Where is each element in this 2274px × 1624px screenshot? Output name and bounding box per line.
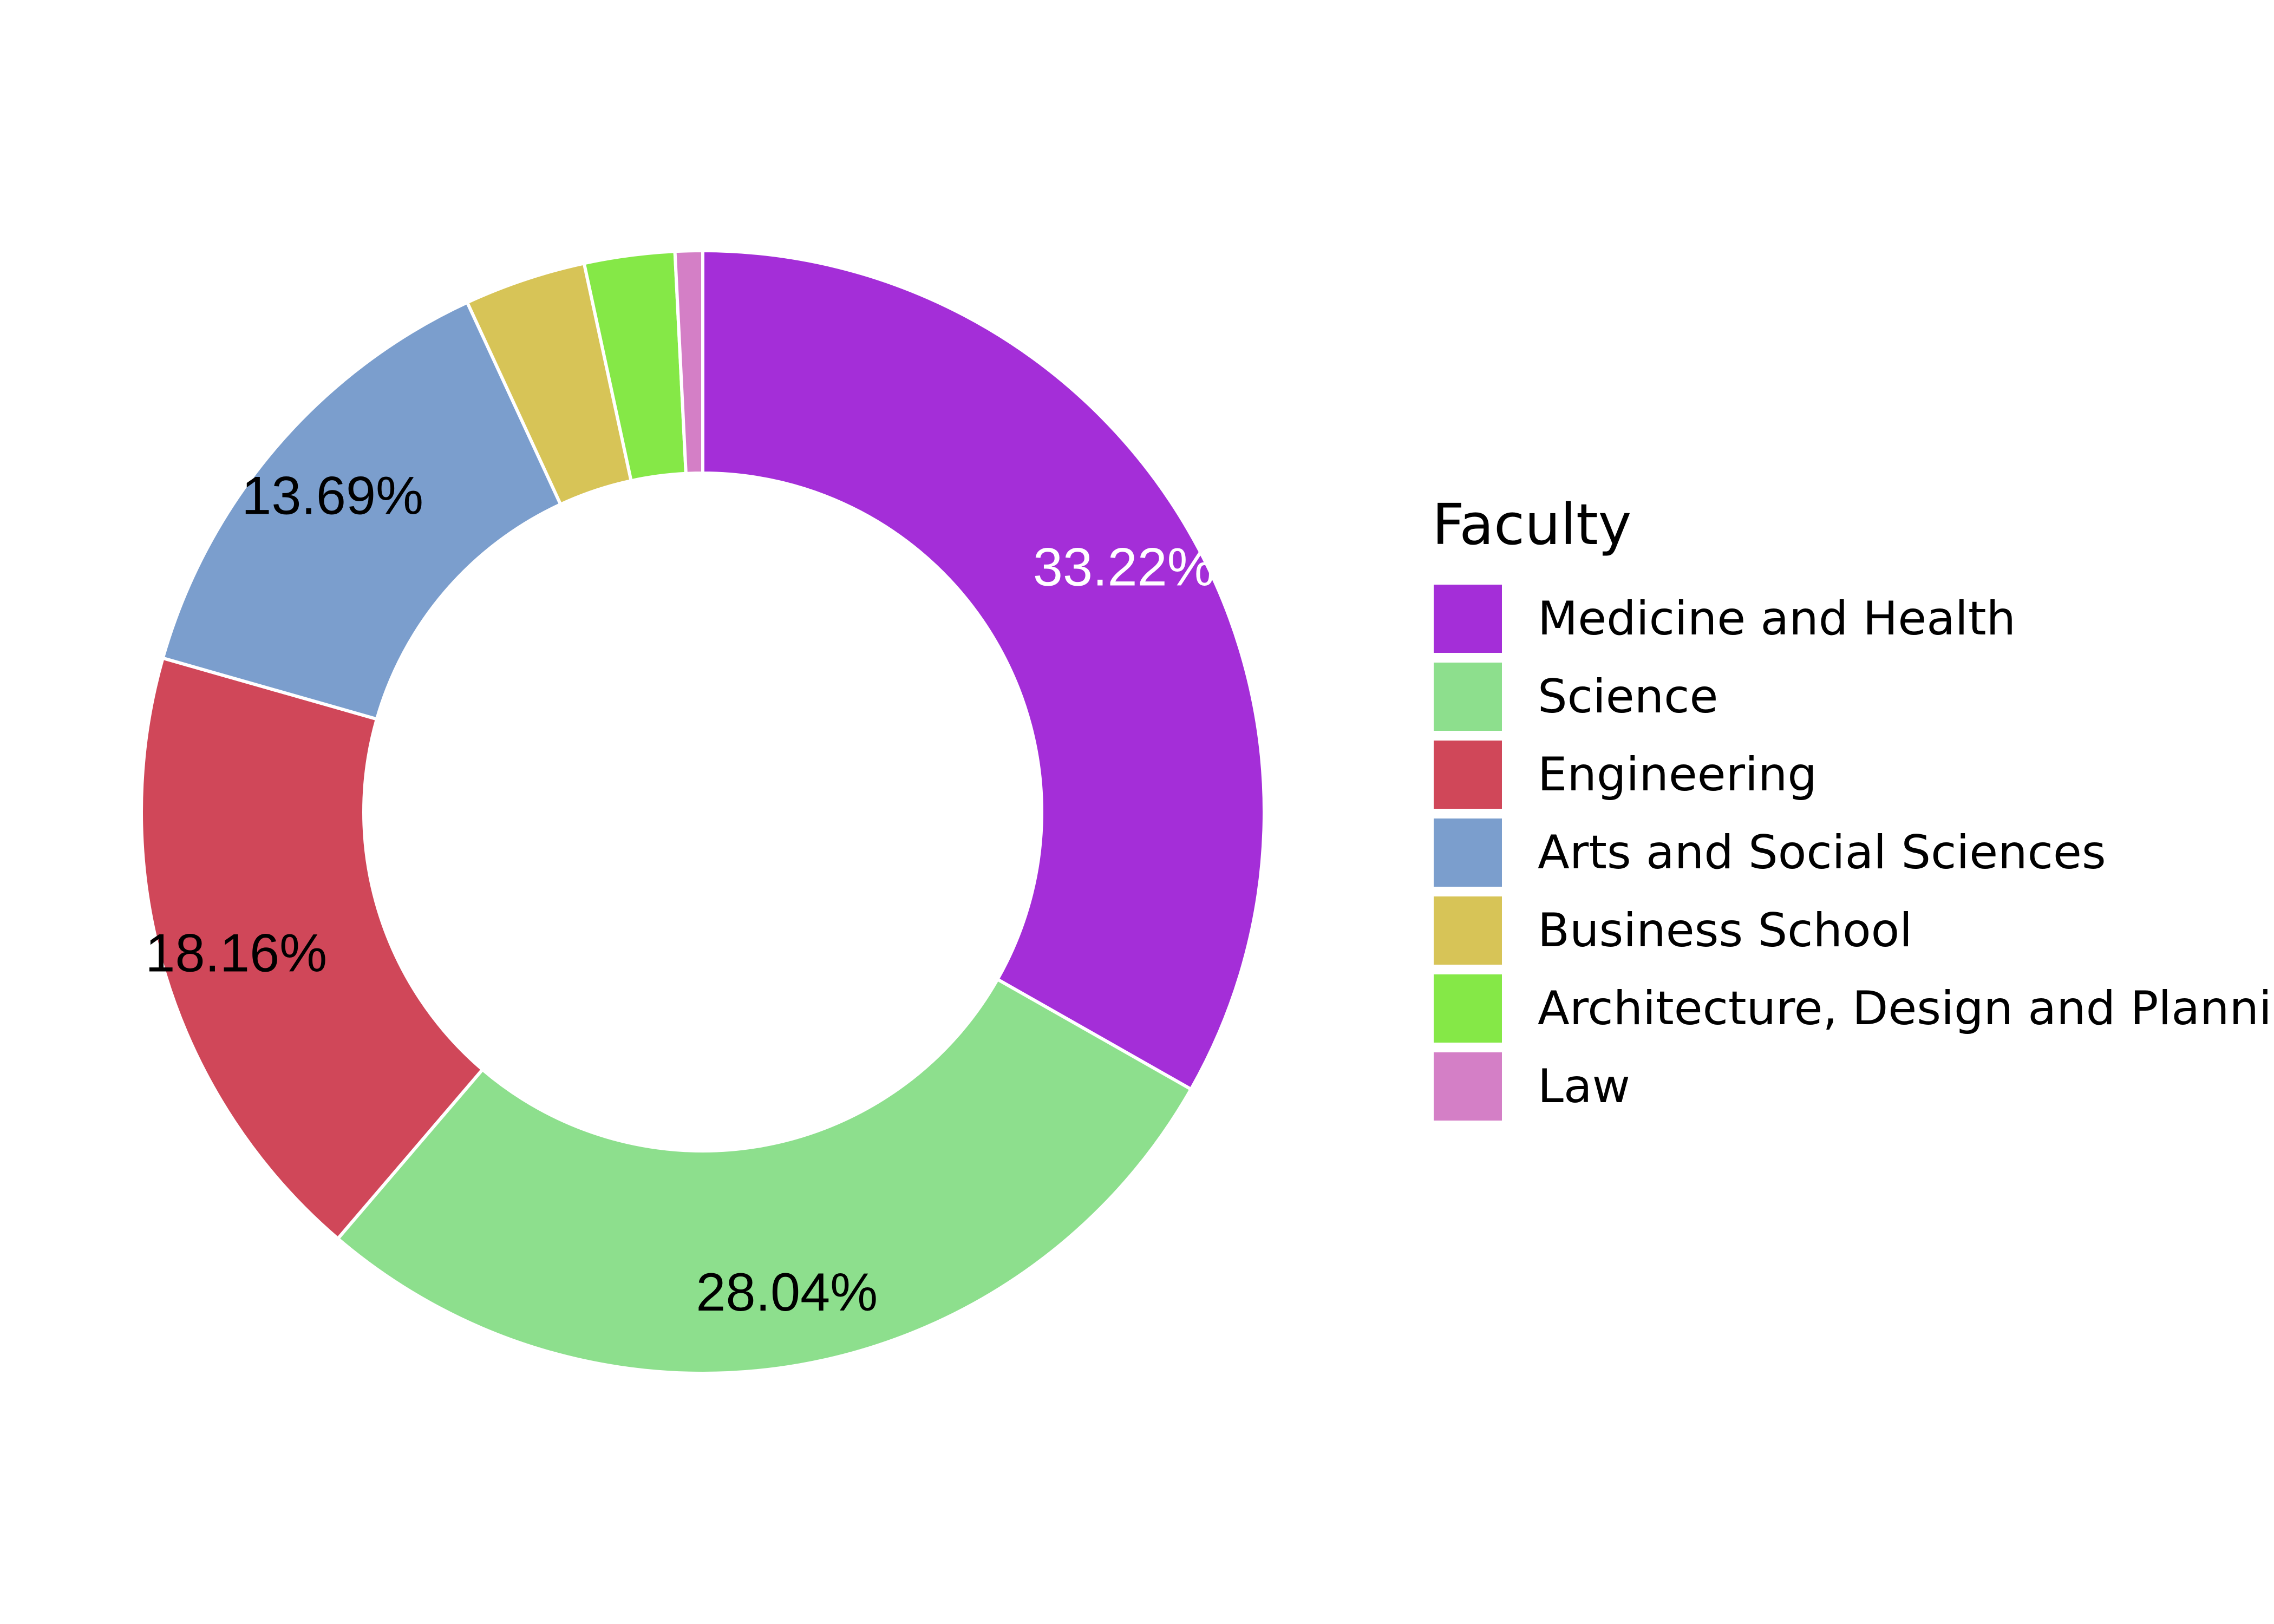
slice-law bbox=[673, 248, 704, 475]
slice-medicine-and-health bbox=[701, 248, 1266, 1092]
legend-swatch-arts-and-social-sciences bbox=[1434, 818, 1502, 887]
legend-label-architecture-design-and-planning: Architecture, Design and Planning bbox=[1538, 981, 2274, 1036]
legend-item-arts-and-social-sciences: Arts and Social Sciences bbox=[1434, 818, 2106, 887]
legend-swatch-science bbox=[1434, 663, 1502, 731]
legend-item-architecture-design-and-planning: Architecture, Design and Planning bbox=[1434, 974, 2274, 1043]
legend-title: Faculty bbox=[1432, 492, 1631, 558]
slice-labels: 33.22% 28.04% 18.16% 13.69% bbox=[145, 465, 1214, 1322]
legend-swatch-architecture-design-and-planning bbox=[1434, 974, 1502, 1043]
slice-label-engineering: 18.16% bbox=[145, 922, 327, 983]
legend-label-science: Science bbox=[1538, 670, 1718, 724]
legend-swatch-business-school bbox=[1434, 896, 1502, 965]
legend-items: Medicine and Health Science Engineering Art… bbox=[1434, 585, 2274, 1121]
legend-label-law: Law bbox=[1538, 1059, 1630, 1114]
legend-swatch-law bbox=[1434, 1052, 1502, 1121]
legend-label-arts-and-social-sciences: Arts and Social Sciences bbox=[1538, 826, 2106, 880]
slices bbox=[140, 248, 1266, 1375]
legend: Faculty Medicine and Health Science Engine… bbox=[1432, 492, 2274, 1121]
slice-label-medicine-and-health: 33.22% bbox=[1033, 537, 1215, 597]
slice-arts-and-social-sciences bbox=[161, 300, 563, 722]
slice-label-science: 28.04% bbox=[696, 1262, 878, 1322]
slice-engineering bbox=[140, 656, 485, 1241]
legend-item-business-school: Business School bbox=[1434, 896, 1912, 965]
legend-label-medicine-and-health: Medicine and Health bbox=[1538, 592, 2016, 646]
legend-label-engineering: Engineering bbox=[1538, 748, 1817, 802]
legend-item-science: Science bbox=[1434, 663, 1718, 731]
legend-item-law: Law bbox=[1434, 1052, 1630, 1121]
legend-swatch-engineering bbox=[1434, 741, 1502, 809]
slice-science bbox=[335, 977, 1193, 1375]
legend-swatch-medicine-and-health bbox=[1434, 585, 1502, 653]
slice-label-arts-and-social-sciences: 13.69% bbox=[241, 465, 423, 525]
legend-label-business-school: Business School bbox=[1538, 903, 1912, 958]
legend-item-engineering: Engineering bbox=[1434, 741, 1817, 809]
legend-item-medicine-and-health: Medicine and Health bbox=[1434, 585, 2016, 653]
